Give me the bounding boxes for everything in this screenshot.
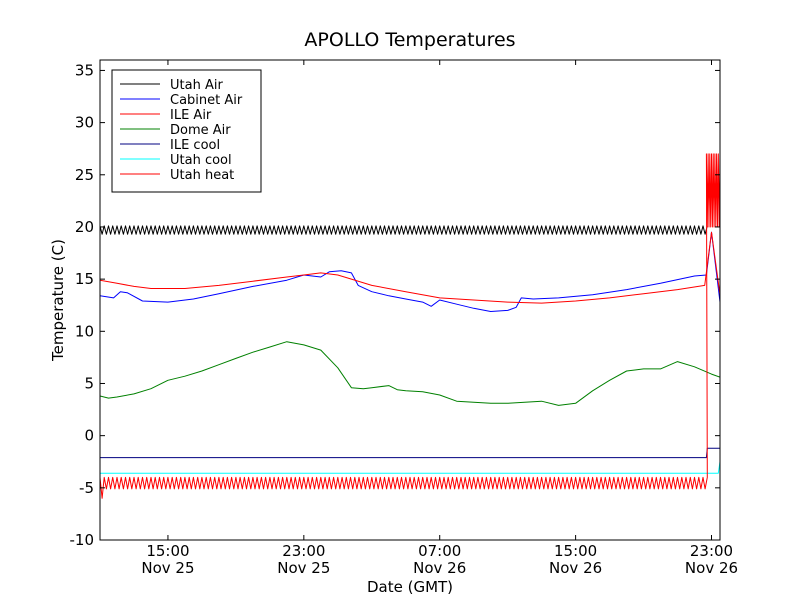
x-tick-label-date: Nov 25 (277, 559, 330, 577)
x-tick-label-date: Nov 26 (685, 559, 738, 577)
series-line-utah-heat (100, 153, 720, 499)
x-tick-label-time: 15:00 (146, 542, 189, 560)
y-tick-label: 25 (75, 166, 94, 184)
y-tick-label: 10 (75, 322, 94, 340)
y-tick-label: 0 (84, 427, 94, 445)
series-layer (100, 153, 720, 499)
y-tick-label: 15 (75, 270, 94, 288)
y-axis-label: Temperature (C) (49, 239, 67, 362)
legend-label-dome-air: Dome Air (170, 123, 231, 138)
x-tick-label-date: Nov 26 (549, 559, 602, 577)
y-tick-label: 5 (84, 374, 94, 392)
legend-box (111, 69, 262, 193)
legend-label-ile-air: ILE Air (170, 108, 212, 123)
x-tick-label-time: 07:00 (418, 542, 461, 560)
x-tick-label-time: 15:00 (554, 542, 597, 560)
x-axis-label: Date (GMT) (367, 578, 453, 596)
legend-label-utah-air: Utah Air (170, 78, 223, 93)
y-tick-label: -10 (70, 531, 95, 549)
chart-title: APOLLO Temperatures (304, 29, 515, 51)
y-tick-label: 30 (75, 114, 94, 132)
x-tick-label-date: Nov 25 (141, 559, 194, 577)
y-tick-label: 35 (75, 61, 94, 79)
series-line-ile-air (100, 231, 720, 304)
y-tick-label: 20 (75, 218, 94, 236)
legend-label-utah-heat: Utah heat (170, 168, 234, 183)
series-line-utah-cool (100, 461, 720, 474)
x-tick-label-time: 23:00 (690, 542, 733, 560)
y-tick-label: -5 (79, 479, 94, 497)
x-tick-label-time: 23:00 (282, 542, 325, 560)
plot-frame (99, 59, 721, 541)
legend-label-ile-cool: ILE cool (170, 138, 220, 153)
legend-label-utah-cool: Utah cool (170, 153, 232, 168)
series-line-cabinet-air (100, 231, 720, 312)
x-tick-label-date: Nov 26 (413, 559, 466, 577)
legend-label-cabinet-air: Cabinet Air (170, 93, 243, 108)
series-line-utah-air (100, 225, 708, 235)
series-line-dome-air (100, 341, 720, 406)
